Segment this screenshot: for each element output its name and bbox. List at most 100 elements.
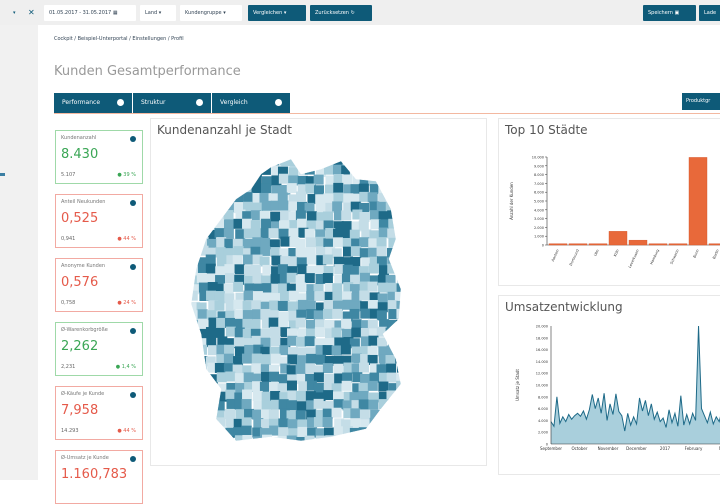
info-icon[interactable] [275, 99, 282, 106]
bar [608, 231, 628, 246]
y-tick-label: 12.000 [536, 372, 548, 376]
map-region [205, 165, 216, 176]
map-region [197, 263, 208, 274]
map-region [315, 167, 326, 178]
umsatz-title: Umsatzentwicklung [505, 300, 623, 314]
bar [668, 243, 688, 246]
map-region [351, 292, 362, 303]
map-region [404, 256, 414, 266]
map-region [191, 211, 199, 222]
map-region [269, 371, 280, 382]
breadcrumb[interactable]: Cockpit / Beispiel-Unterportal / Einstel… [54, 36, 184, 42]
sidebar-active-marker[interactable] [0, 173, 5, 176]
info-icon[interactable] [130, 392, 136, 398]
map-region [286, 365, 297, 376]
map-region [288, 247, 299, 258]
map-region [278, 418, 289, 429]
map-region [207, 247, 218, 258]
kpi-value: 7,958 [61, 403, 99, 418]
map-region [350, 246, 361, 257]
date-range-input[interactable]: 01.05.2017 - 31.05.2017 ▦ [44, 5, 136, 21]
kpi-card[interactable]: Ø-Warenkorbgröße 2,262 2,231 ● 1,4 % [55, 322, 143, 376]
map-region [242, 301, 253, 312]
map-region [397, 426, 401, 437]
map-region [208, 300, 219, 311]
map-region [395, 266, 401, 277]
tab-vergleich[interactable]: Vergleich [212, 93, 290, 113]
map-region [242, 201, 253, 212]
map-region [225, 301, 236, 312]
map-region [323, 383, 334, 394]
land-dropdown[interactable]: Land ▾ [140, 5, 176, 21]
map-region [350, 408, 361, 419]
map-region [233, 318, 244, 329]
map-region [191, 301, 201, 312]
map-region [225, 310, 236, 321]
map-region [224, 317, 235, 328]
close-icon[interactable]: ✕ [28, 8, 35, 17]
kpi-card[interactable]: Anonyme Kunden 0,576 0,758 ● 24 % [55, 258, 143, 312]
vergleichen-button[interactable]: Vergleichen ▾ [248, 5, 306, 21]
map-region [332, 164, 343, 175]
map-region [233, 337, 244, 348]
kpi-card[interactable]: Anteil Neukunden 0,525 0,941 ● 44 % [55, 194, 143, 248]
info-icon[interactable] [130, 456, 136, 462]
kpi-value: 0,576 [61, 275, 99, 290]
map-region [259, 192, 270, 203]
map-region [360, 373, 371, 384]
map-region [404, 201, 414, 211]
map-region [324, 291, 335, 302]
zuruecksetzen-button[interactable]: Zurücksetzen ↻ [310, 5, 372, 21]
map-region [333, 228, 344, 239]
map-region [322, 273, 333, 284]
y-tick-label: 14.000 [536, 360, 548, 364]
kpi-card[interactable]: Ø-Umsatz je Kunde 1.160,783 [55, 450, 143, 504]
map-title: Kundenanzahl je Stadt [157, 123, 292, 137]
map-region [191, 238, 200, 249]
produktgruppe-button[interactable]: Produktgr [682, 93, 720, 110]
map-region [191, 435, 199, 441]
map-region [270, 200, 281, 211]
tab-performance[interactable]: Performance [54, 93, 132, 113]
map-region [305, 391, 316, 402]
x-tick-label: 2017 [660, 446, 671, 451]
info-icon[interactable] [130, 264, 136, 270]
kpi-card[interactable]: Ø-Käufe je Kunde 7,958 14.293 ● 44 % [55, 386, 143, 440]
map-region [191, 290, 198, 301]
map-region [250, 246, 261, 257]
map-region [197, 182, 208, 193]
info-icon[interactable] [130, 328, 136, 334]
map-region [250, 220, 261, 231]
info-icon[interactable] [196, 99, 203, 106]
map-region [370, 159, 381, 167]
map-region [235, 209, 246, 220]
map-region [233, 176, 244, 187]
kpi-card[interactable]: Kundenanzahl 8.430 5.107 ● 39 % [55, 130, 143, 184]
info-icon[interactable] [117, 99, 124, 106]
map-region [405, 409, 415, 419]
chevron-down-icon[interactable]: ▾ [13, 10, 16, 16]
map-region [385, 192, 396, 203]
tab-struktur[interactable]: Struktur [133, 93, 211, 113]
speichern-button[interactable]: Speichern ▣ [643, 5, 696, 21]
info-icon[interactable] [130, 136, 136, 142]
map-region [404, 363, 414, 373]
map-region [243, 248, 254, 259]
reset-icon: ↻ [350, 10, 355, 16]
map-region [296, 355, 307, 366]
map-region [314, 319, 325, 330]
map-region [223, 283, 234, 294]
map-region [316, 212, 327, 223]
map-region [378, 354, 389, 365]
map-region [243, 159, 254, 167]
map-region [395, 238, 401, 249]
filter-toolbar: ▾ ✕ 01.05.2017 - 31.05.2017 ▦ Land ▾ Kun… [0, 0, 720, 25]
info-icon[interactable] [130, 200, 136, 206]
map-region [315, 409, 326, 420]
laden-button[interactable]: Lade [699, 5, 720, 21]
map-region [279, 392, 290, 403]
map-region [369, 275, 380, 286]
map-region [241, 425, 252, 436]
germany-choropleth-map[interactable] [151, 119, 488, 467]
kundengruppe-dropdown[interactable]: Kundengruppe ▾ [180, 5, 242, 21]
